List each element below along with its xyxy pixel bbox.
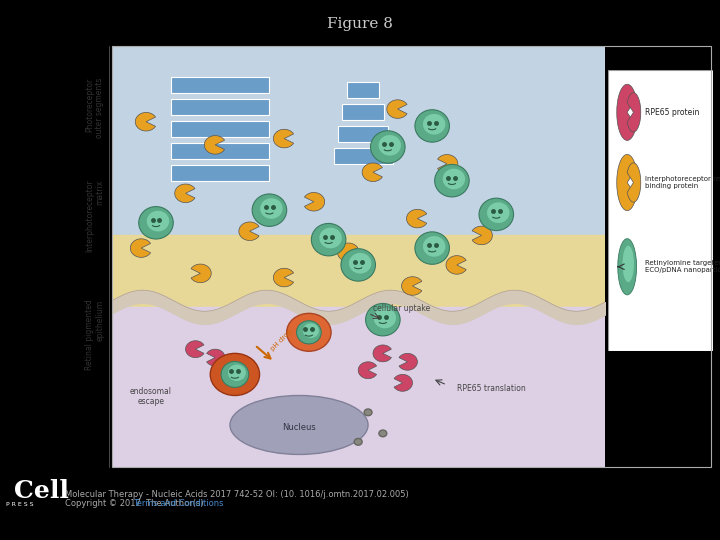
Text: RPE65 protein: RPE65 protein [645, 108, 699, 117]
Wedge shape [402, 276, 422, 295]
Bar [343, 104, 384, 120]
Text: Interphotoreceptor retinol-c-
binding protein: Interphotoreceptor retinol-c- binding pr… [645, 176, 720, 189]
Wedge shape [438, 154, 458, 173]
Ellipse shape [287, 313, 331, 351]
Bar [333, 148, 392, 164]
Ellipse shape [479, 198, 513, 231]
Ellipse shape [379, 135, 401, 156]
Ellipse shape [423, 236, 446, 256]
Wedge shape [359, 362, 377, 379]
Text: Figure 8: Figure 8 [327, 17, 393, 31]
Ellipse shape [139, 207, 174, 239]
Wedge shape [617, 84, 636, 140]
Ellipse shape [487, 202, 510, 223]
Ellipse shape [252, 194, 287, 226]
Wedge shape [191, 264, 211, 282]
Wedge shape [130, 239, 150, 258]
Wedge shape [239, 222, 259, 240]
Wedge shape [338, 243, 358, 261]
Ellipse shape [618, 239, 636, 295]
Wedge shape [407, 210, 427, 228]
Wedge shape [472, 226, 492, 245]
Text: Cell: Cell [14, 480, 69, 503]
Circle shape [379, 430, 387, 437]
Ellipse shape [443, 168, 465, 190]
Wedge shape [274, 268, 294, 287]
Wedge shape [186, 341, 204, 357]
Wedge shape [399, 353, 418, 370]
Text: Copyright © 2017  The Author(s): Copyright © 2017 The Author(s) [65, 499, 204, 508]
Text: RPE65 translation: RPE65 translation [457, 384, 526, 393]
Wedge shape [617, 154, 636, 211]
Ellipse shape [297, 321, 321, 344]
Text: Retinal pigmented
epithelium: Retinal pigmented epithelium [85, 299, 104, 370]
Ellipse shape [435, 165, 469, 197]
Wedge shape [387, 100, 407, 118]
Text: P R E S S: P R E S S [6, 502, 33, 508]
Ellipse shape [366, 303, 400, 336]
Text: endosomal
escape: endosomal escape [130, 387, 172, 406]
Ellipse shape [371, 131, 405, 163]
FancyBboxPatch shape [608, 70, 713, 351]
Bar [171, 99, 269, 115]
Wedge shape [394, 374, 413, 392]
Ellipse shape [228, 364, 246, 381]
Ellipse shape [623, 246, 634, 282]
Ellipse shape [147, 211, 169, 232]
Wedge shape [207, 349, 225, 366]
Wedge shape [175, 184, 195, 202]
Text: cellular uptake: cellular uptake [373, 304, 431, 313]
Wedge shape [373, 345, 392, 362]
Text: Terms and Conditions: Terms and Conditions [133, 499, 224, 508]
Text: pH drop: pH drop [269, 328, 293, 352]
Bar [112, 235, 605, 307]
Ellipse shape [423, 114, 446, 134]
Wedge shape [627, 93, 641, 132]
Text: Interphotoreceptor
matrix: Interphotoreceptor matrix [85, 180, 104, 252]
Wedge shape [362, 163, 382, 181]
Wedge shape [627, 163, 641, 202]
Bar [112, 46, 605, 235]
Text: Nucleus: Nucleus [282, 423, 316, 431]
Bar [112, 307, 605, 467]
Ellipse shape [374, 308, 396, 328]
Bar [171, 143, 269, 159]
Ellipse shape [221, 361, 248, 387]
Bar [171, 165, 269, 181]
Circle shape [364, 409, 372, 416]
Wedge shape [446, 255, 467, 274]
Ellipse shape [349, 253, 372, 274]
Text: Photoreceptor
outer segments: Photoreceptor outer segments [85, 78, 104, 138]
Wedge shape [274, 129, 294, 148]
Bar [347, 82, 379, 98]
Ellipse shape [230, 395, 368, 455]
Wedge shape [305, 192, 325, 211]
Wedge shape [204, 136, 225, 154]
Text: Retinylomine targeted
ECO/pDNA nanoparticle: Retinylomine targeted ECO/pDNA nanoparti… [645, 260, 720, 273]
Ellipse shape [260, 198, 283, 219]
Ellipse shape [415, 232, 449, 264]
Circle shape [354, 438, 362, 445]
Wedge shape [135, 112, 156, 131]
Ellipse shape [311, 224, 346, 256]
Ellipse shape [320, 228, 342, 248]
Bar [171, 121, 269, 137]
Ellipse shape [210, 353, 260, 395]
Text: Molecular Therapy - Nucleic Acids 2017 742-52 OI: (10. 1016/j.omtn.2017.02.005): Molecular Therapy - Nucleic Acids 2017 7… [65, 490, 408, 498]
Bar [171, 77, 269, 93]
Ellipse shape [341, 249, 375, 281]
Ellipse shape [303, 323, 319, 338]
Ellipse shape [415, 110, 449, 142]
Bar [338, 126, 388, 142]
